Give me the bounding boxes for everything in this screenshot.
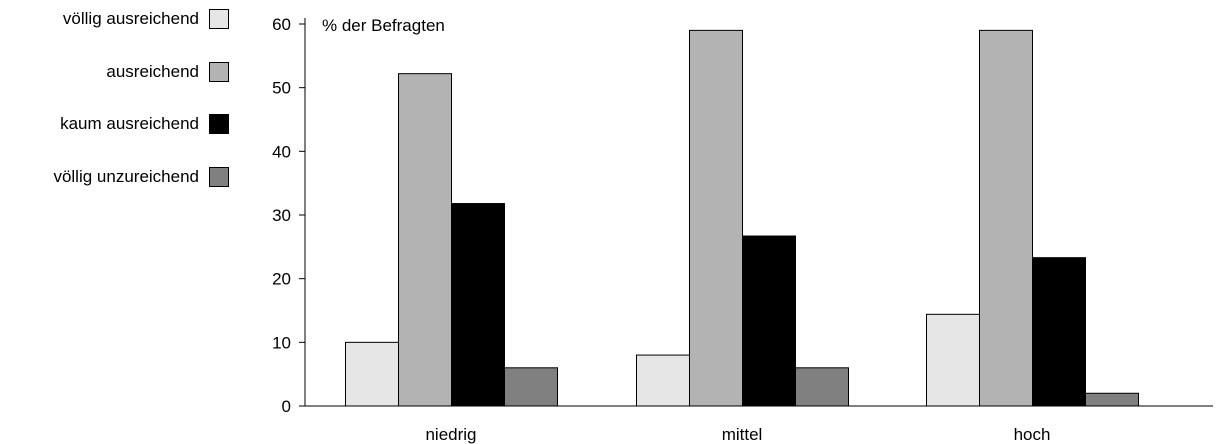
legend-label: völlig unzureichend	[53, 166, 199, 186]
bar	[636, 354, 690, 407]
bar	[1085, 392, 1139, 407]
x-tick-label: mittel	[722, 425, 763, 444]
bar	[795, 367, 849, 407]
legend-label: kaum ausreichend	[60, 114, 199, 133]
legend-label: völlig ausreichend	[62, 9, 199, 28]
legend-swatch	[209, 166, 229, 187]
bar	[742, 235, 796, 407]
bar	[1032, 257, 1086, 407]
bar	[979, 29, 1033, 407]
y-tick-label: 60	[272, 15, 291, 34]
x-tick-label: niedrig	[425, 425, 476, 444]
x-tick-label: hoch	[1014, 425, 1051, 444]
legend-swatch	[209, 9, 229, 29]
bar	[689, 29, 743, 407]
legend-item-ausreichend: ausreichend	[53, 61, 229, 83]
y-tick-label: 50	[272, 79, 291, 98]
legend-label: ausreichend	[106, 61, 199, 81]
legend-item-kaum-ausreichend: kaum ausreichend	[53, 113, 229, 135]
y-tick-label: 20	[272, 270, 291, 289]
legend: völlig ausreichend ausreichend kaum ausr…	[53, 8, 229, 218]
legend-swatch	[209, 61, 229, 82]
y-tick-label: 0	[282, 397, 291, 416]
bar	[345, 341, 399, 407]
y-tick-label: 10	[272, 333, 291, 352]
y-axis-label: % der Befragten	[322, 16, 445, 35]
bar	[504, 367, 558, 407]
legend-swatch	[209, 114, 229, 134]
y-tick-label: 30	[272, 206, 291, 225]
y-tick-label: 40	[272, 142, 291, 161]
legend-item-voellig-unzureichend: völlig unzureichend	[53, 166, 229, 188]
legend-item-voellig-ausreichend: völlig ausreichend	[53, 8, 229, 30]
bar	[451, 203, 505, 407]
bar	[926, 313, 980, 407]
bar	[398, 73, 452, 407]
